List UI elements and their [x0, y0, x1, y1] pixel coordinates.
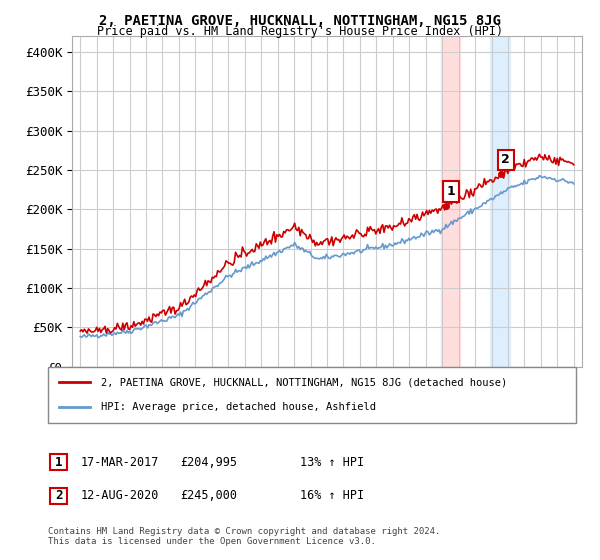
FancyBboxPatch shape: [48, 367, 576, 423]
FancyBboxPatch shape: [50, 455, 67, 470]
Text: 16% ↑ HPI: 16% ↑ HPI: [300, 489, 364, 502]
FancyBboxPatch shape: [50, 488, 67, 504]
Text: Contains HM Land Registry data © Crown copyright and database right 2024.
This d: Contains HM Land Registry data © Crown c…: [48, 526, 440, 546]
Text: 12-AUG-2020: 12-AUG-2020: [81, 489, 160, 502]
Bar: [490, 36, 509, 367]
Text: Price paid vs. HM Land Registry's House Price Index (HPI): Price paid vs. HM Land Registry's House …: [97, 25, 503, 38]
Text: 2: 2: [502, 153, 510, 166]
Text: 13% ↑ HPI: 13% ↑ HPI: [300, 455, 364, 469]
Text: £204,995: £204,995: [180, 455, 237, 469]
Text: 2, PAETINA GROVE, HUCKNALL, NOTTINGHAM, NG15 8JG (detached house): 2, PAETINA GROVE, HUCKNALL, NOTTINGHAM, …: [101, 377, 507, 388]
Text: HPI: Average price, detached house, Ashfield: HPI: Average price, detached house, Ashf…: [101, 402, 376, 412]
Text: £245,000: £245,000: [180, 489, 237, 502]
Bar: [440, 36, 460, 367]
Text: 1: 1: [55, 456, 62, 469]
Text: 17-MAR-2017: 17-MAR-2017: [81, 455, 160, 469]
Text: 1: 1: [446, 185, 455, 198]
Text: 2, PAETINA GROVE, HUCKNALL, NOTTINGHAM, NG15 8JG: 2, PAETINA GROVE, HUCKNALL, NOTTINGHAM, …: [99, 14, 501, 28]
Text: 2: 2: [55, 489, 62, 502]
